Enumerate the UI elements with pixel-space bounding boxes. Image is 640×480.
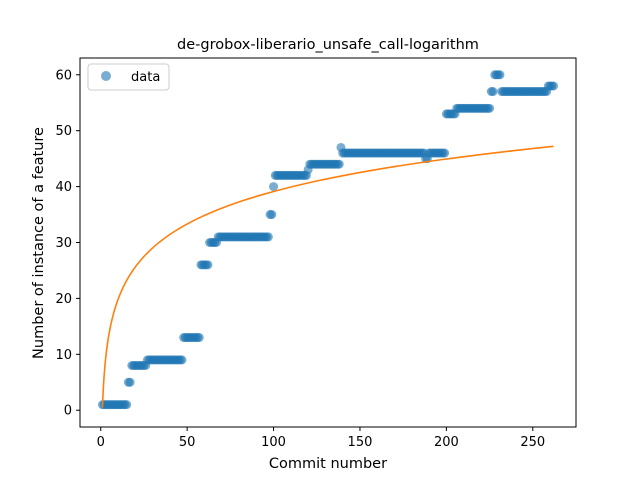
data-point — [334, 159, 344, 169]
legend-box — [87, 63, 170, 91]
data-point — [549, 81, 559, 91]
x-tick-label: 50 — [179, 435, 196, 450]
legend: data — [87, 63, 170, 91]
x-tick-label: 200 — [434, 435, 459, 450]
legend-marker-data — [101, 71, 111, 81]
legend-label-data: data — [131, 70, 160, 85]
data-point — [125, 377, 135, 387]
y-tick-label: 40 — [55, 180, 72, 195]
y-tick-label: 50 — [55, 124, 72, 139]
y-tick-label: 10 — [55, 348, 72, 363]
x-tick-label: 100 — [261, 435, 286, 450]
data-point — [122, 400, 132, 410]
x-tick-label: 250 — [520, 435, 545, 450]
y-tick-label: 30 — [55, 236, 72, 251]
data-point — [194, 333, 204, 343]
x-tick-label: 0 — [97, 435, 105, 450]
y-axis-label: Number of instance of a feature — [31, 127, 47, 359]
y-tick-label: 60 — [55, 68, 72, 83]
data-point — [488, 87, 498, 97]
data-point — [263, 232, 273, 242]
y-tick-label: 0 — [64, 404, 72, 419]
fit-line — [101, 145, 554, 408]
y-tick-label: 20 — [55, 292, 72, 307]
data-point — [203, 260, 213, 270]
x-tick-label: 150 — [348, 435, 373, 450]
data-point — [269, 182, 279, 192]
x-axis-label: Commit number — [269, 456, 387, 472]
plot-area — [97, 70, 559, 410]
chart-title: de-grobox-liberario_unsafe_call-logarith… — [177, 37, 479, 53]
data-point — [177, 355, 187, 365]
axis-ticks: 0 50 100 150 200 250 0 10 20 30 40 50 60 — [55, 68, 545, 450]
data-point — [440, 148, 450, 158]
data-point — [495, 70, 505, 80]
data-point — [485, 103, 495, 113]
data-point — [267, 210, 277, 220]
